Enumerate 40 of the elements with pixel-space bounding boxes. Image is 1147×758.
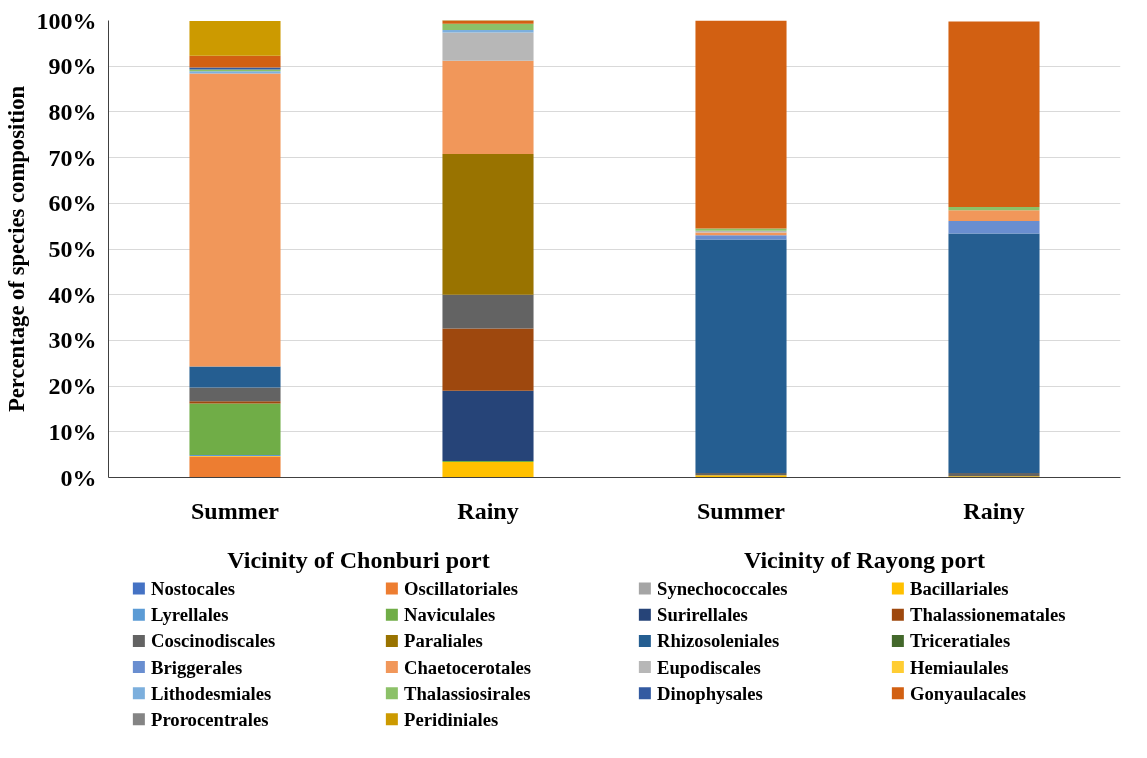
y-tick-label: 90% bbox=[48, 53, 97, 80]
legend-label: Chaetocerotales bbox=[404, 656, 532, 678]
x-tick-label: Summer bbox=[191, 497, 280, 524]
legend-label: Lyrellales bbox=[151, 604, 229, 626]
legend-label: Bacillariales bbox=[910, 578, 1009, 600]
legend-label: Triceratiales bbox=[910, 630, 1011, 652]
legend-label: Oscillatoriales bbox=[404, 578, 518, 600]
legend-label: Naviculales bbox=[404, 604, 496, 626]
y-tick-label: 30% bbox=[48, 327, 97, 354]
legend-label: Hemiaulales bbox=[910, 656, 1009, 678]
legend-label: Dinophysales bbox=[657, 682, 763, 704]
legend-label: Thalassionematales bbox=[910, 604, 1066, 626]
legend-label: Prorocentrales bbox=[151, 708, 269, 730]
y-axis-title: Percentage of species composition bbox=[3, 85, 29, 413]
y-tick-label: 20% bbox=[48, 373, 97, 400]
x-tick-label: Summer bbox=[697, 497, 786, 524]
legend-label: Thalassiosirales bbox=[404, 682, 531, 704]
text: Vicinity of Chonburi port bbox=[227, 546, 490, 573]
x-tick-label: Rainy bbox=[457, 497, 519, 524]
legend-label: Briggerales bbox=[151, 656, 243, 678]
y-tick-label: 80% bbox=[48, 98, 97, 125]
y-tick-label: 10% bbox=[48, 418, 97, 445]
y-tick-label: 40% bbox=[48, 281, 97, 308]
y-tick-label: 100% bbox=[36, 7, 97, 34]
legend-label: Paraliales bbox=[404, 630, 483, 652]
legend-label: Nostocales bbox=[151, 578, 235, 600]
legend-label: Lithodesmiales bbox=[151, 682, 272, 704]
legend-label: Gonyaulacales bbox=[910, 682, 1027, 704]
legend-label: Synechococcales bbox=[657, 578, 788, 600]
y-tick-label: 70% bbox=[48, 144, 97, 171]
legend-label: Rhizosoleniales bbox=[657, 630, 780, 652]
legend-label: Surirellales bbox=[657, 604, 748, 626]
y-tick-label: 0% bbox=[60, 464, 97, 491]
y-tick-label: 50% bbox=[48, 236, 97, 262]
x-tick-label: Rainy bbox=[963, 497, 1025, 524]
legend-label: Peridiniales bbox=[404, 708, 499, 730]
legend-label: Coscinodiscales bbox=[151, 630, 276, 652]
y-tick-label: 60% bbox=[48, 190, 97, 217]
legend-label: Eupodiscales bbox=[657, 656, 761, 678]
text: Vicinity of Rayong port bbox=[743, 546, 986, 573]
